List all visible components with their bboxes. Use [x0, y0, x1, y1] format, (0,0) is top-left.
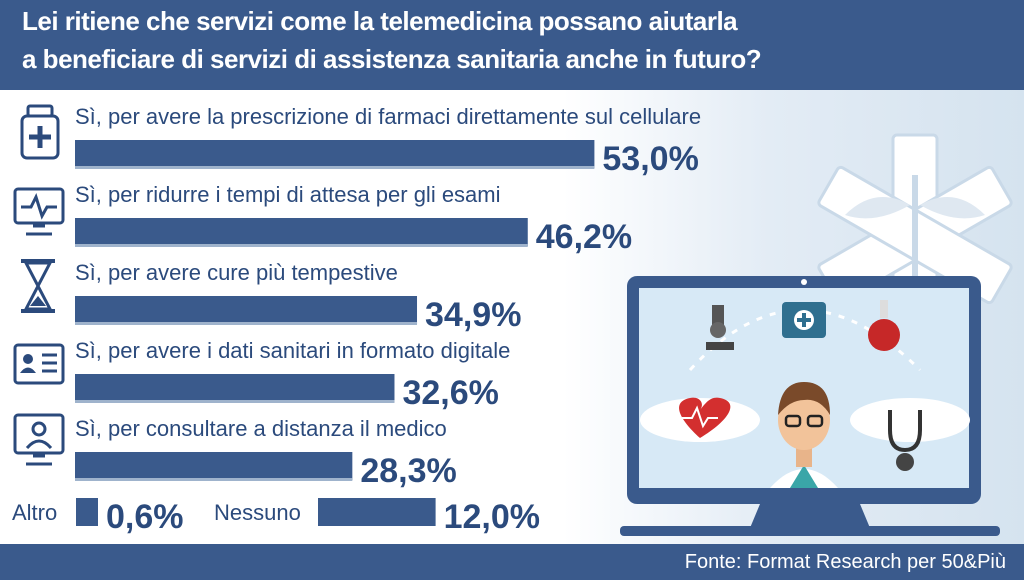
bar-shadow-4: [75, 400, 395, 403]
flask-icon: [868, 300, 900, 351]
bar-shadow-5: [75, 478, 353, 481]
extra-label-1: Altro: [12, 500, 57, 525]
monitor-heartbeat-icon: [13, 187, 65, 236]
first-aid-kit-icon: [782, 302, 826, 338]
bar-value-3: 34,9%: [425, 296, 521, 334]
extra-label-2: Nessuno: [214, 500, 301, 525]
id-card-icon: [13, 343, 65, 385]
extra-value-1: 0,6%: [106, 498, 184, 536]
bar-value-5: 28,3%: [360, 452, 456, 490]
bar-chart: Sì, per avere la prescrizione di farmaci…: [12, 104, 701, 536]
title-line-2: a beneficiare di servizi di assistenza s…: [22, 44, 762, 74]
bar-shadow-1: [75, 166, 595, 169]
title-line-1: Lei ritiene che servizi come la telemedi…: [22, 6, 738, 36]
monitor-illustration: [620, 276, 1000, 536]
doctor-avatar-icon: [770, 382, 838, 488]
microscope-icon: [706, 305, 734, 350]
stethoscope-icon: [888, 410, 922, 471]
bar-label-4: Sì, per avere i dati sanitari in formato…: [75, 338, 510, 363]
bar-label-3: Sì, per avere cure più tempestive: [75, 260, 398, 285]
bar-4: [75, 374, 395, 402]
bar-label-2: Sì, per ridurre i tempi di attesa per gl…: [75, 182, 501, 207]
bar-label-1: Sì, per avere la prescrizione di farmaci…: [75, 104, 701, 129]
bar-1: [75, 140, 595, 168]
bar-3: [75, 296, 418, 324]
extra-bar-1: [76, 498, 98, 526]
bar-5: [75, 452, 353, 480]
source-note: Fonte: Format Research per 50&Più: [684, 551, 1006, 573]
extra-value-2: 12,0%: [444, 498, 540, 536]
extra-bar-2: [318, 498, 436, 526]
footer-bar: Fonte: Format Research per 50&Più: [0, 544, 1024, 580]
heart-icon: [679, 397, 731, 438]
telemedicine-illustration: [620, 133, 1013, 536]
bar-2: [75, 218, 528, 246]
bar-value-4: 32,6%: [402, 374, 498, 412]
title-bar: Lei ritiene che servizi come la telemedi…: [0, 0, 1024, 90]
bar-value-1: 53,0%: [602, 140, 698, 178]
chart-area: Sì, per avere la prescrizione di farmaci…: [0, 90, 1024, 544]
bar-label-5: Sì, per consultare a distanza il medico: [75, 416, 447, 441]
bar-shadow-2: [75, 244, 528, 247]
bar-value-2: 46,2%: [536, 218, 632, 256]
hourglass-icon: [21, 259, 55, 313]
medicine-bottle-icon: [20, 104, 60, 160]
monitor-doctor-icon: [13, 413, 65, 466]
bar-shadow-3: [75, 322, 418, 325]
